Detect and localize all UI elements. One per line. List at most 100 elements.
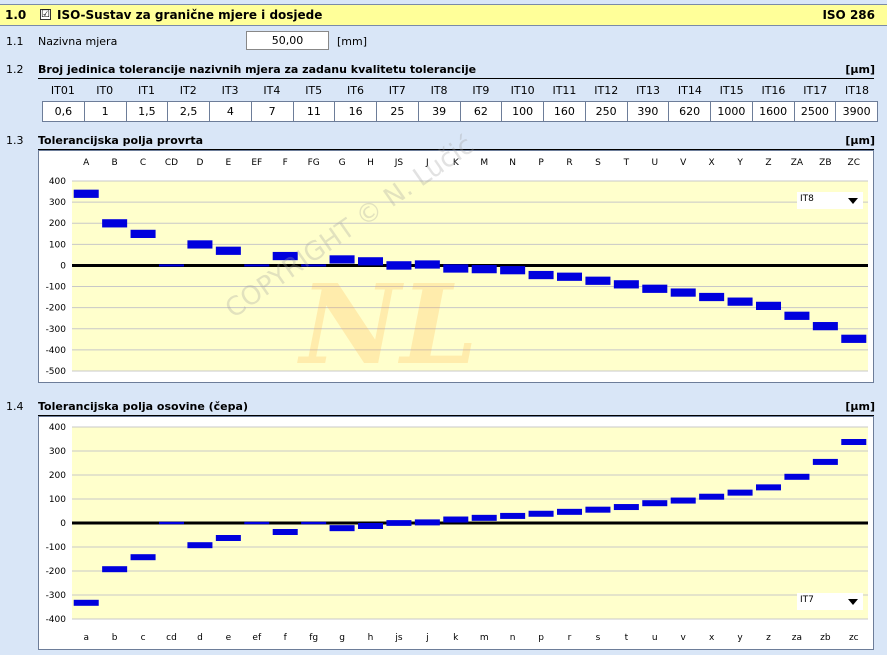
category-label: M xyxy=(480,158,488,168)
section-number: 1.1 xyxy=(6,35,24,48)
chevron-down-icon xyxy=(848,599,858,605)
tolerance-bar xyxy=(556,508,583,515)
grade-header: IT12 xyxy=(594,84,619,97)
category-label: X xyxy=(709,158,715,168)
category-label: A xyxy=(83,158,90,168)
tolerance-bar xyxy=(841,439,867,445)
grade-header: IT10 xyxy=(510,84,535,97)
grade-value: 390 xyxy=(628,102,670,121)
tolerance-bar xyxy=(357,257,384,266)
tolerance-bar xyxy=(841,334,867,343)
tolerance-bar xyxy=(130,554,156,561)
nominal-size-input[interactable]: 50,00 xyxy=(246,31,329,50)
tolerance-bar xyxy=(556,272,583,281)
standard-label: ISO 286 xyxy=(822,8,875,22)
y-tick-label: 400 xyxy=(49,423,66,433)
grade-header: IT14 xyxy=(677,84,702,97)
tolerance-bar xyxy=(244,521,270,525)
grade-value: 7 xyxy=(252,102,294,121)
grade-value: 100 xyxy=(502,102,544,121)
grade-header: IT3 xyxy=(221,84,239,97)
grade-header: IT4 xyxy=(263,84,281,97)
section-number: 1.4 xyxy=(6,400,24,413)
category-label: e xyxy=(226,633,232,643)
tolerance-bar xyxy=(784,473,810,480)
grade-value: 4 xyxy=(210,102,252,121)
tolerance-bar xyxy=(500,512,526,519)
tolerance-bar xyxy=(73,189,99,198)
section-number: 1.2 xyxy=(6,63,24,76)
grade-value: 1,5 xyxy=(127,102,169,121)
category-label: c xyxy=(141,633,146,643)
tolerance-bar xyxy=(73,599,99,606)
tolerance-bar xyxy=(670,497,696,504)
category-label: Y xyxy=(736,158,743,168)
category-label: P xyxy=(538,158,544,168)
category-label: a xyxy=(83,633,89,643)
tolerance-bar xyxy=(187,240,213,249)
tolerance-bar xyxy=(812,322,838,331)
category-label: V xyxy=(680,158,687,168)
grade-header: IT2 xyxy=(179,84,197,97)
chevron-down-icon xyxy=(848,198,858,204)
y-tick-label: 0 xyxy=(60,519,66,529)
category-label: S xyxy=(595,158,601,168)
grade-value-row: 0,6 1 1,5 2,5 4 7 11 16 25 39 62 100 160 250 390 620 100… xyxy=(42,101,878,122)
category-label: U xyxy=(651,158,658,168)
tolerance-bar xyxy=(528,510,554,517)
grade-value: 160 xyxy=(544,102,586,121)
category-label: k xyxy=(453,633,459,643)
category-label: G xyxy=(339,158,346,168)
divider xyxy=(38,149,874,150)
category-label: ZC xyxy=(848,158,860,168)
category-label: js xyxy=(394,633,403,643)
category-label: J xyxy=(425,158,429,168)
grade-value: 250 xyxy=(586,102,628,121)
category-label: m xyxy=(480,633,489,643)
title-bar: 1.0 ☑ ISO-Sustav za granične mjere i dos… xyxy=(0,4,887,26)
grade-value: 11 xyxy=(294,102,336,121)
category-label: p xyxy=(538,633,544,643)
category-label: EF xyxy=(251,158,262,168)
category-label: N xyxy=(509,158,516,168)
category-label: B xyxy=(112,158,118,168)
page-title: ISO-Sustav za granične mjere i dosjede xyxy=(57,8,323,22)
tolerance-bar xyxy=(357,523,384,529)
tolerance-bar xyxy=(699,493,725,500)
tolerance-bar xyxy=(642,284,668,293)
grade-value: 1000 xyxy=(711,102,753,121)
tolerance-bar xyxy=(670,288,696,297)
checkbox-icon[interactable]: ☑ xyxy=(40,9,51,20)
category-label: g xyxy=(339,633,345,643)
tolerance-bar xyxy=(272,251,298,261)
tolerance-bar xyxy=(301,264,327,267)
tolerance-bar xyxy=(727,489,753,496)
tolerance-bar xyxy=(215,535,241,541)
tolerance-bar xyxy=(471,514,497,521)
category-label: t xyxy=(625,633,629,643)
grade-value: 62 xyxy=(461,102,503,121)
grade-header: IT11 xyxy=(552,84,577,97)
tolerance-bar xyxy=(755,301,782,310)
shafts-grade-select[interactable]: IT7 xyxy=(797,593,863,610)
tolerance-bar xyxy=(812,458,838,465)
divider xyxy=(38,415,874,416)
grade-value: 16 xyxy=(335,102,377,121)
category-label: za xyxy=(792,633,802,643)
y-tick-label: 100 xyxy=(49,240,66,250)
grade-header: IT8 xyxy=(430,84,448,97)
tolerance-bar xyxy=(727,297,753,306)
holes-grade-select[interactable]: IT8 xyxy=(797,192,863,209)
tolerance-bar xyxy=(158,521,185,525)
tolerance-bar xyxy=(699,292,725,302)
y-tick-label: -400 xyxy=(46,615,67,625)
holes-chart-panel: 400 300 200 100 0 -100 -200 -300 -400 -500 A B C CD D E… xyxy=(38,150,874,383)
category-label: JS xyxy=(394,158,404,168)
y-tick-label: 200 xyxy=(49,471,66,481)
tolerance-bar xyxy=(642,500,668,507)
tolerance-bar xyxy=(329,255,355,264)
grade-header: IT01 xyxy=(50,84,75,97)
y-tick-label: 300 xyxy=(49,447,66,457)
grade-header: IT15 xyxy=(719,84,744,97)
category-label: zb xyxy=(820,633,831,643)
